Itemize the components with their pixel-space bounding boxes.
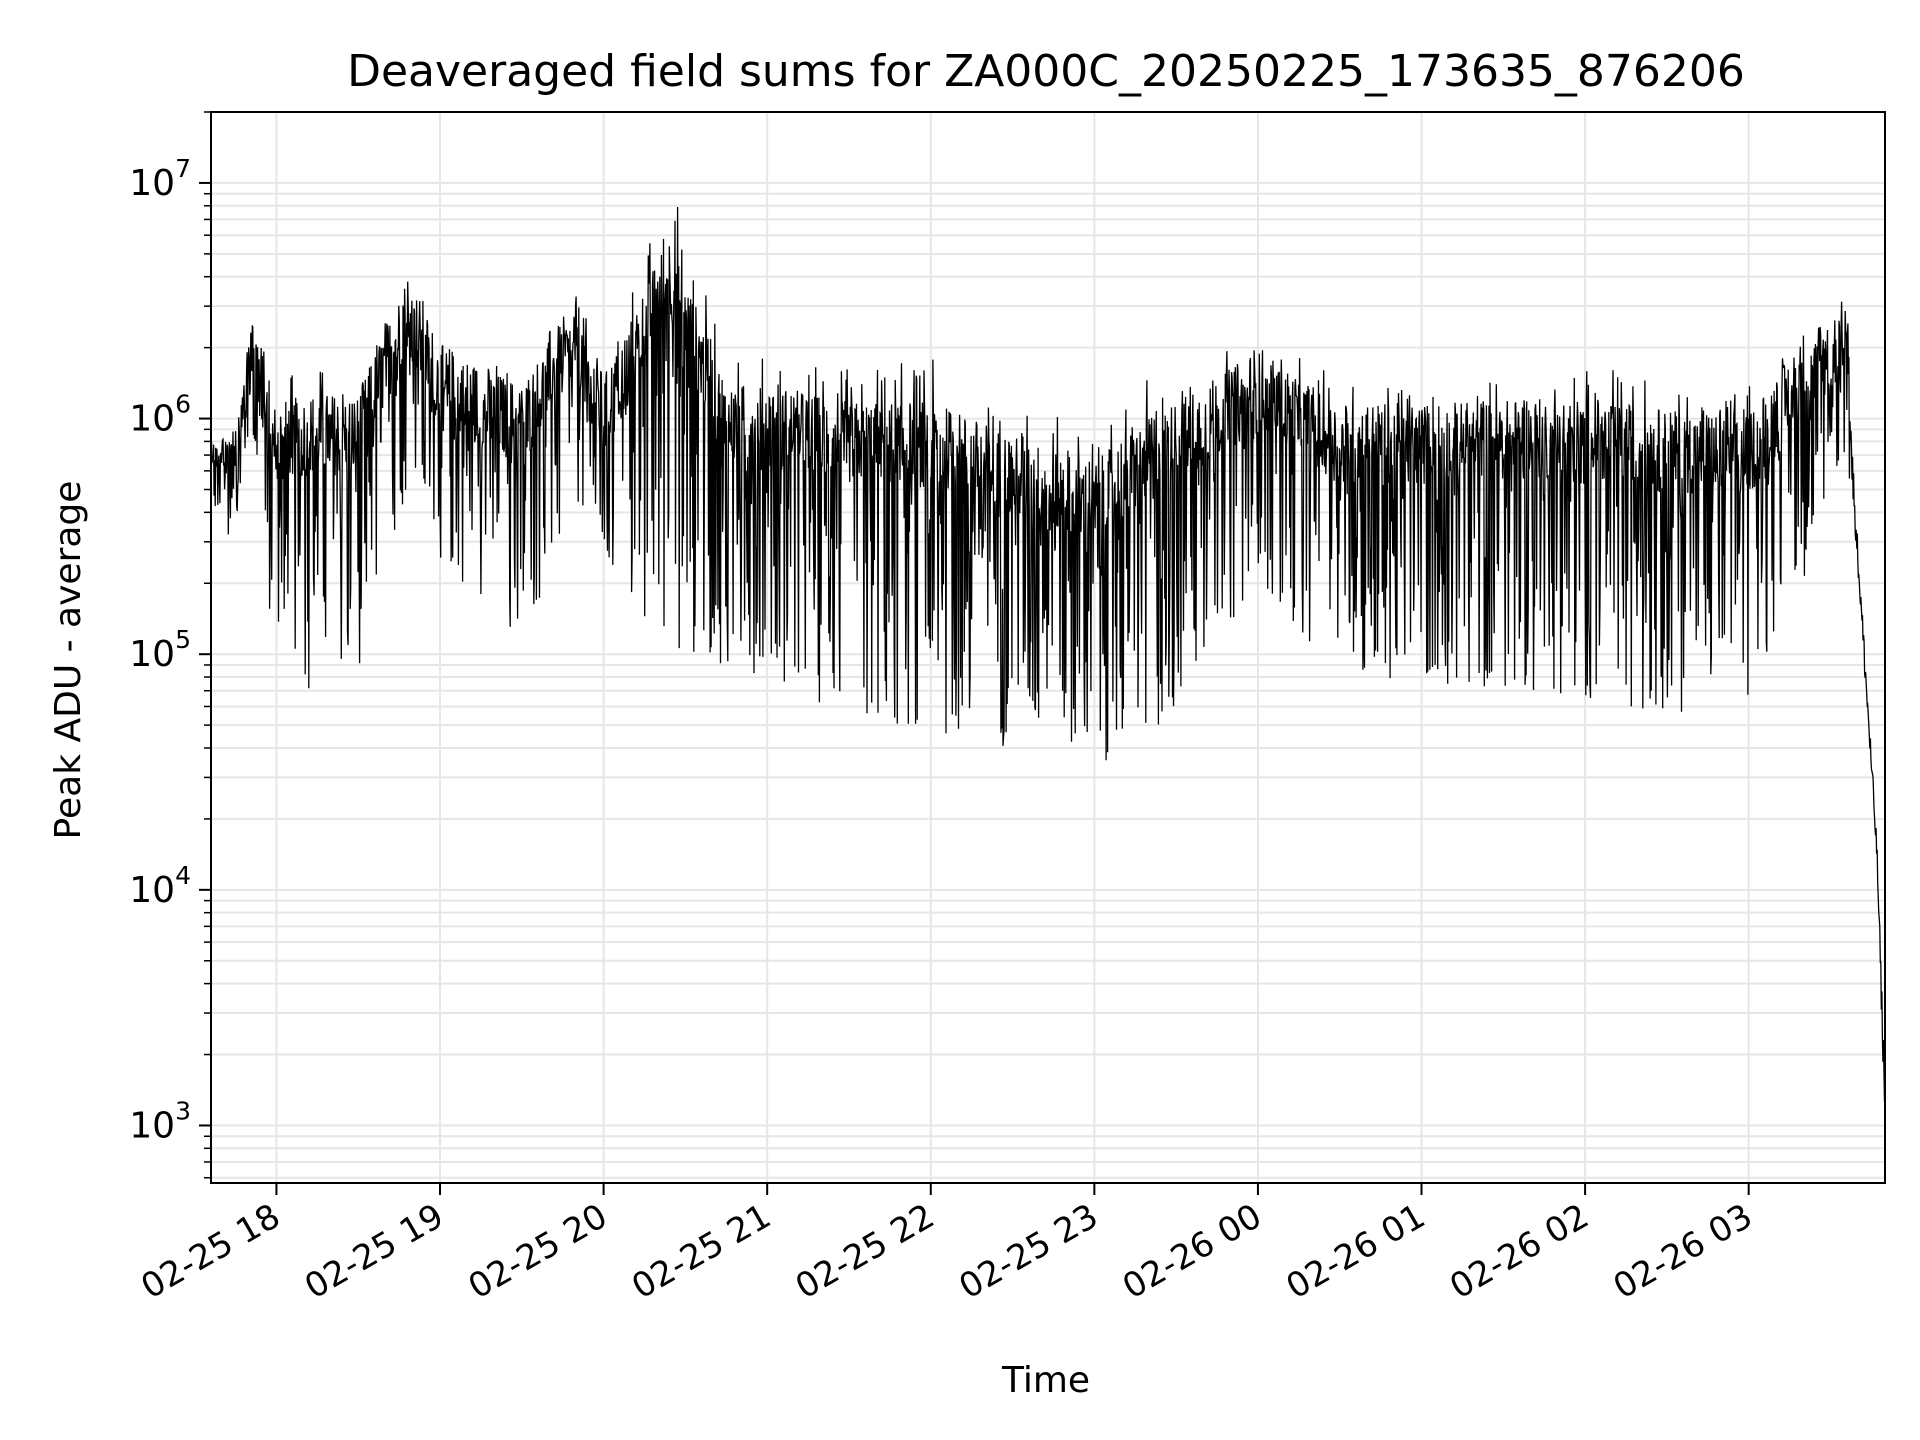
- x-tick-label: 02-26 03: [1607, 1196, 1759, 1307]
- x-tick-label: 02-25 19: [298, 1196, 450, 1307]
- y-tick-label: 105: [129, 625, 191, 675]
- y-tick-label: 107: [129, 154, 191, 204]
- y-axis: 103 104 105 106 107: [129, 111, 211, 1179]
- x-tick-label: 02-25 22: [789, 1196, 941, 1307]
- x-axis-label: Time: [1001, 1360, 1090, 1401]
- x-tick-label: 02-25 21: [625, 1196, 777, 1307]
- x-tick-label: 02-25 23: [952, 1196, 1104, 1307]
- grid: [211, 111, 1885, 1183]
- x-tick-label: 02-26 02: [1443, 1196, 1595, 1307]
- chart-title: Deaveraged field sums for ZA000C_2025022…: [347, 46, 1745, 97]
- x-tick-label: 02-26 00: [1116, 1196, 1268, 1307]
- y-tick-label: 103: [129, 1096, 191, 1146]
- y-tick-label: 104: [129, 861, 191, 911]
- y-axis-label: Peak ADU - average: [48, 481, 89, 840]
- plot-frame: [210, 111, 1886, 1184]
- x-tick-label: 02-25 18: [135, 1196, 287, 1307]
- y-tick-label: 106: [129, 390, 191, 440]
- x-tick-label: 02-26 01: [1280, 1196, 1432, 1307]
- x-axis: 02-25 18 02-25 19 02-25 20 02-25 21 02-25 22…: [135, 1183, 1759, 1307]
- x-tick-label: 02-25 20: [462, 1196, 614, 1307]
- series-line: [210, 206, 1886, 1102]
